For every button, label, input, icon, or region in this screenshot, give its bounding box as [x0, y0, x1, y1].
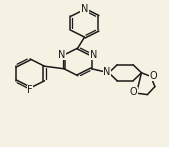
Text: O: O [150, 71, 158, 81]
Text: N: N [103, 67, 111, 77]
Text: F: F [27, 85, 33, 95]
Text: O: O [130, 87, 137, 97]
Text: N: N [90, 50, 97, 60]
Text: N: N [81, 4, 88, 14]
Text: N: N [58, 50, 66, 60]
